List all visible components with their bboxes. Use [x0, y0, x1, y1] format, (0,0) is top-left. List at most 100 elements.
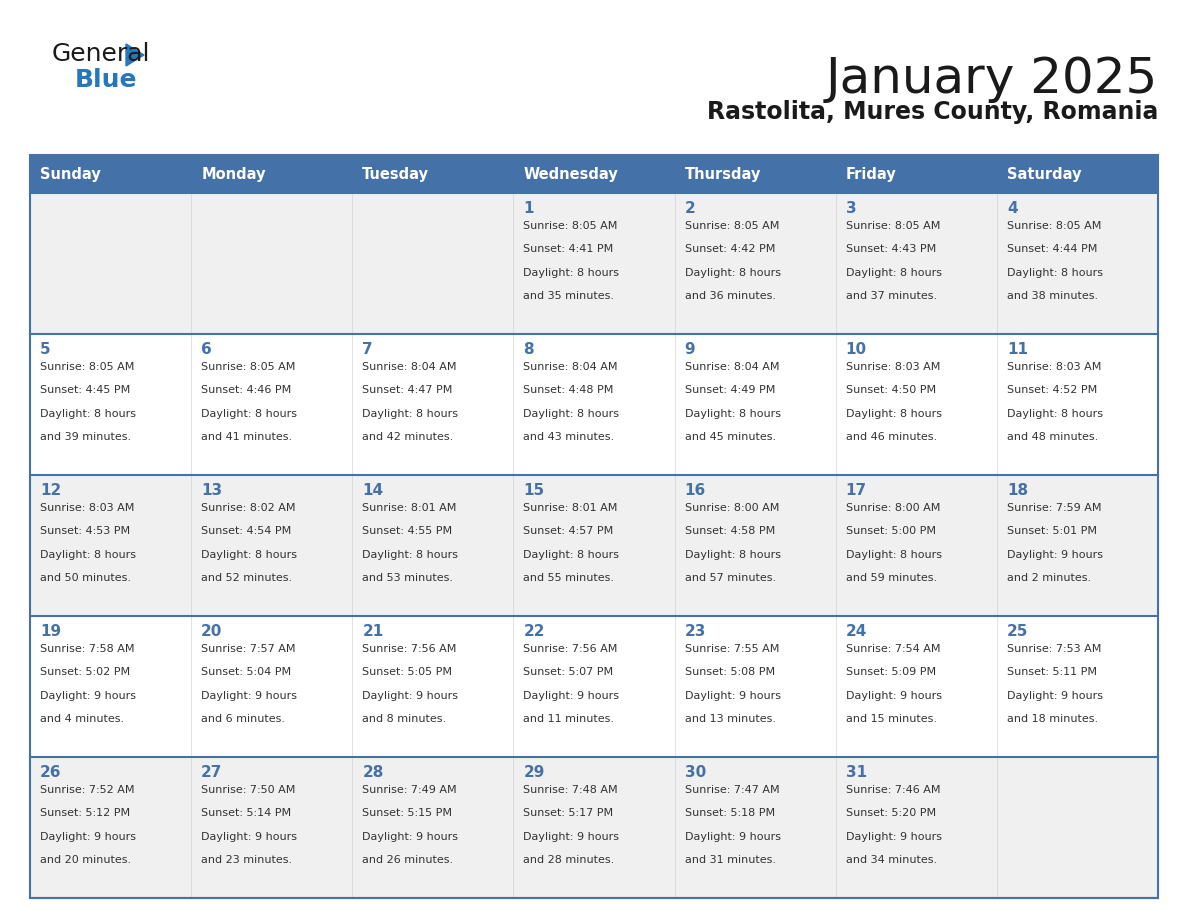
Text: Daylight: 8 hours: Daylight: 8 hours: [846, 267, 942, 277]
Text: Daylight: 9 hours: Daylight: 9 hours: [362, 832, 459, 842]
Text: Monday: Monday: [201, 166, 266, 182]
Text: and 46 minutes.: and 46 minutes.: [846, 431, 937, 442]
Text: Thursday: Thursday: [684, 166, 762, 182]
Text: and 15 minutes.: and 15 minutes.: [846, 714, 936, 723]
Text: Sunrise: 8:00 AM: Sunrise: 8:00 AM: [684, 503, 779, 513]
Text: and 26 minutes.: and 26 minutes.: [362, 855, 454, 865]
Text: Sunrise: 7:52 AM: Sunrise: 7:52 AM: [40, 785, 134, 795]
Text: Daylight: 9 hours: Daylight: 9 hours: [40, 832, 135, 842]
Text: Sunrise: 8:05 AM: Sunrise: 8:05 AM: [684, 221, 779, 231]
Text: 16: 16: [684, 483, 706, 498]
Text: and 39 minutes.: and 39 minutes.: [40, 431, 131, 442]
Text: and 18 minutes.: and 18 minutes.: [1007, 714, 1098, 723]
Text: Sunset: 4:45 PM: Sunset: 4:45 PM: [40, 386, 131, 396]
Text: 14: 14: [362, 483, 384, 498]
Text: Sunset: 4:48 PM: Sunset: 4:48 PM: [524, 386, 614, 396]
Text: 10: 10: [846, 342, 867, 357]
Bar: [30, 193, 1158, 334]
Text: Daylight: 8 hours: Daylight: 8 hours: [684, 550, 781, 560]
Text: Daylight: 9 hours: Daylight: 9 hours: [524, 690, 619, 700]
Text: Sunset: 5:00 PM: Sunset: 5:00 PM: [846, 526, 936, 536]
Text: Sunset: 4:50 PM: Sunset: 4:50 PM: [846, 386, 936, 396]
Text: Daylight: 9 hours: Daylight: 9 hours: [684, 832, 781, 842]
Text: Sunrise: 7:56 AM: Sunrise: 7:56 AM: [524, 644, 618, 654]
Text: 9: 9: [684, 342, 695, 357]
Text: Sunrise: 8:04 AM: Sunrise: 8:04 AM: [684, 362, 779, 372]
Text: Daylight: 8 hours: Daylight: 8 hours: [40, 409, 135, 419]
Text: 31: 31: [846, 765, 867, 780]
Text: 24: 24: [846, 624, 867, 639]
Text: Sunrise: 8:05 AM: Sunrise: 8:05 AM: [40, 362, 134, 372]
Text: Rastolita, Mures County, Romania: Rastolita, Mures County, Romania: [707, 100, 1158, 124]
Text: Daylight: 9 hours: Daylight: 9 hours: [846, 690, 942, 700]
Text: 11: 11: [1007, 342, 1028, 357]
Text: 30: 30: [684, 765, 706, 780]
Text: 2: 2: [684, 201, 695, 216]
Text: Sunrise: 8:03 AM: Sunrise: 8:03 AM: [846, 362, 940, 372]
Text: Sunset: 5:01 PM: Sunset: 5:01 PM: [1007, 526, 1097, 536]
Text: Sunrise: 8:01 AM: Sunrise: 8:01 AM: [524, 503, 618, 513]
Bar: [513, 155, 675, 193]
Text: and 45 minutes.: and 45 minutes.: [684, 431, 776, 442]
Text: Sunset: 5:14 PM: Sunset: 5:14 PM: [201, 808, 291, 818]
Text: Daylight: 8 hours: Daylight: 8 hours: [362, 550, 459, 560]
Text: and 36 minutes.: and 36 minutes.: [684, 291, 776, 301]
Bar: [30, 475, 1158, 616]
Text: and 48 minutes.: and 48 minutes.: [1007, 431, 1098, 442]
Text: and 43 minutes.: and 43 minutes.: [524, 431, 614, 442]
Text: 21: 21: [362, 624, 384, 639]
Text: Sunrise: 7:49 AM: Sunrise: 7:49 AM: [362, 785, 457, 795]
Text: Daylight: 9 hours: Daylight: 9 hours: [684, 690, 781, 700]
Text: Sunrise: 8:05 AM: Sunrise: 8:05 AM: [201, 362, 296, 372]
Text: and 8 minutes.: and 8 minutes.: [362, 714, 447, 723]
Text: 7: 7: [362, 342, 373, 357]
Text: 20: 20: [201, 624, 222, 639]
Text: 22: 22: [524, 624, 545, 639]
Text: 19: 19: [40, 624, 61, 639]
Text: Sunrise: 7:55 AM: Sunrise: 7:55 AM: [684, 644, 779, 654]
Text: Daylight: 8 hours: Daylight: 8 hours: [846, 550, 942, 560]
Text: Sunset: 4:47 PM: Sunset: 4:47 PM: [362, 386, 453, 396]
Text: 23: 23: [684, 624, 706, 639]
Text: Sunrise: 8:03 AM: Sunrise: 8:03 AM: [40, 503, 134, 513]
Text: Daylight: 9 hours: Daylight: 9 hours: [201, 832, 297, 842]
Text: Sunset: 4:44 PM: Sunset: 4:44 PM: [1007, 244, 1098, 254]
Text: Sunset: 4:46 PM: Sunset: 4:46 PM: [201, 386, 291, 396]
Text: Sunset: 5:05 PM: Sunset: 5:05 PM: [362, 667, 453, 677]
Text: Sunset: 5:09 PM: Sunset: 5:09 PM: [846, 667, 936, 677]
Text: Sunset: 5:11 PM: Sunset: 5:11 PM: [1007, 667, 1097, 677]
Text: and 11 minutes.: and 11 minutes.: [524, 714, 614, 723]
Text: Daylight: 8 hours: Daylight: 8 hours: [524, 267, 619, 277]
Text: Sunrise: 7:47 AM: Sunrise: 7:47 AM: [684, 785, 779, 795]
Bar: [835, 155, 997, 193]
Text: 12: 12: [40, 483, 62, 498]
Text: Sunset: 4:54 PM: Sunset: 4:54 PM: [201, 526, 291, 536]
Text: Daylight: 8 hours: Daylight: 8 hours: [1007, 409, 1102, 419]
Text: and 13 minutes.: and 13 minutes.: [684, 714, 776, 723]
Text: Sunset: 4:53 PM: Sunset: 4:53 PM: [40, 526, 131, 536]
Bar: [191, 155, 353, 193]
Bar: [30, 155, 191, 193]
Text: and 53 minutes.: and 53 minutes.: [362, 573, 454, 583]
Text: Daylight: 8 hours: Daylight: 8 hours: [524, 550, 619, 560]
Text: Tuesday: Tuesday: [362, 166, 429, 182]
Text: Sunset: 5:07 PM: Sunset: 5:07 PM: [524, 667, 613, 677]
Text: and 31 minutes.: and 31 minutes.: [684, 855, 776, 865]
Text: and 57 minutes.: and 57 minutes.: [684, 573, 776, 583]
Text: Daylight: 8 hours: Daylight: 8 hours: [201, 409, 297, 419]
Text: Sunrise: 7:48 AM: Sunrise: 7:48 AM: [524, 785, 618, 795]
Text: and 55 minutes.: and 55 minutes.: [524, 573, 614, 583]
Text: and 50 minutes.: and 50 minutes.: [40, 573, 131, 583]
Text: Sunrise: 8:05 AM: Sunrise: 8:05 AM: [1007, 221, 1101, 231]
Text: Sunrise: 8:01 AM: Sunrise: 8:01 AM: [362, 503, 456, 513]
Text: Sunset: 5:15 PM: Sunset: 5:15 PM: [362, 808, 453, 818]
Text: Sunset: 4:52 PM: Sunset: 4:52 PM: [1007, 386, 1097, 396]
Text: Sunrise: 7:50 AM: Sunrise: 7:50 AM: [201, 785, 296, 795]
Bar: [30, 334, 1158, 475]
Text: Daylight: 8 hours: Daylight: 8 hours: [1007, 267, 1102, 277]
Text: Daylight: 8 hours: Daylight: 8 hours: [846, 409, 942, 419]
Text: Daylight: 8 hours: Daylight: 8 hours: [684, 409, 781, 419]
Text: 8: 8: [524, 342, 535, 357]
Text: and 52 minutes.: and 52 minutes.: [201, 573, 292, 583]
Text: 4: 4: [1007, 201, 1017, 216]
